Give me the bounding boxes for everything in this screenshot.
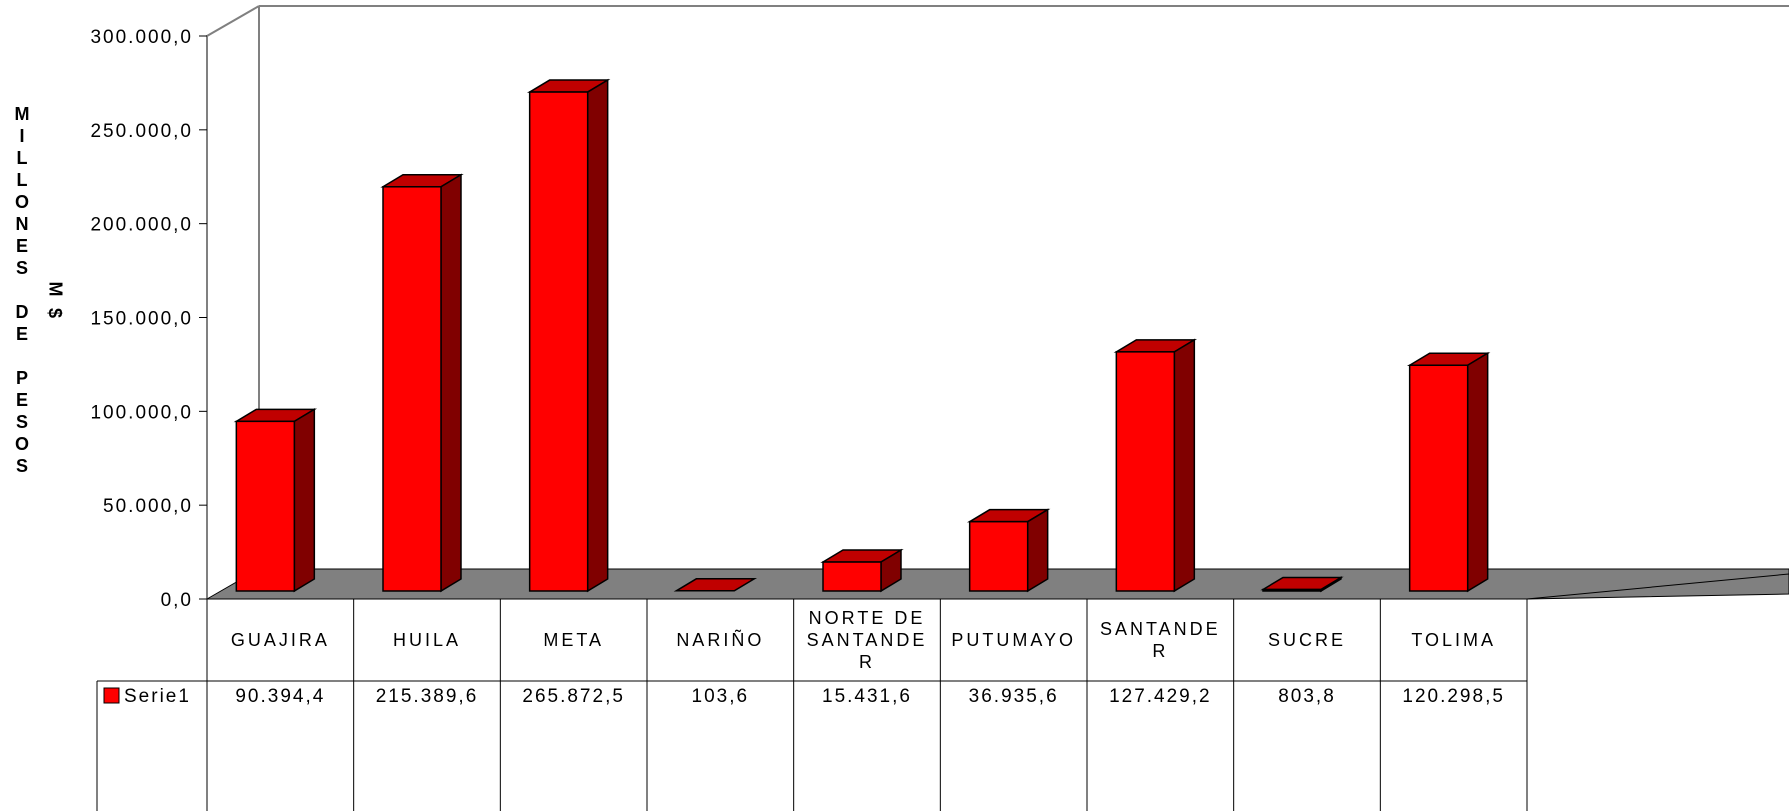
bar-front — [1262, 588, 1322, 592]
bar-santander — [1113, 338, 1198, 593]
y-tick-label: 0,0 — [161, 590, 193, 611]
y-axis-label-letter: S — [15, 456, 28, 476]
bar-tolima — [1406, 351, 1491, 593]
category-label: SANTANDE — [807, 630, 928, 650]
y-axis-label-letter: S — [15, 412, 28, 432]
y-axis-label-letter: E — [15, 236, 28, 256]
data-table-value: 90.394,4 — [235, 686, 325, 707]
bar-side — [293, 408, 316, 593]
bar-huila — [380, 173, 464, 593]
data-table-value: 36.935,6 — [969, 686, 1059, 707]
data-table-value: 127.429,2 — [1109, 686, 1212, 707]
bar-front — [968, 520, 1029, 592]
y-axis-label-letter: D — [15, 302, 29, 322]
category-label: PUTUMAYO — [951, 630, 1076, 650]
bar-front — [235, 420, 296, 592]
y-axis-label-letter: N — [15, 214, 29, 234]
bar-sucre — [1260, 576, 1344, 593]
floor-edge — [1526, 573, 1789, 600]
y-axis-label-letter: M — [14, 104, 30, 124]
bar-side — [1466, 351, 1489, 593]
bar-front — [1115, 351, 1176, 592]
bar-front — [822, 561, 882, 592]
bar-meta — [526, 78, 611, 593]
bar-putumayo — [966, 508, 1051, 593]
bar-side — [1026, 508, 1049, 593]
bar-norte-de-santander — [820, 548, 904, 593]
bar-top — [673, 578, 758, 592]
y-axis-label-letter: S — [15, 258, 28, 278]
y-axis-label-letter: L — [16, 170, 28, 190]
y-axis-label-letter: E — [15, 390, 28, 410]
data-table-value: 120.298,5 — [1402, 686, 1505, 707]
bar-side — [586, 78, 609, 593]
y-axis-label-letter: I — [19, 126, 25, 146]
y-axis-label-letter: E — [15, 324, 28, 344]
legend-label-serie1: Serie1 — [124, 686, 191, 707]
y-tick-label: 150.000,0 — [90, 309, 193, 330]
category-label: R — [1152, 641, 1168, 661]
bar-side — [1173, 338, 1196, 593]
category-label: R — [859, 652, 875, 672]
category-label: META — [543, 630, 604, 650]
category-label: SUCRE — [1268, 630, 1346, 650]
y-tick-label: 300.000,0 — [90, 27, 193, 48]
data-table-value: 215.389,6 — [376, 686, 479, 707]
data-table-value: 15.431,6 — [822, 686, 912, 707]
category-label: NARIÑO — [676, 629, 764, 650]
category-label: SANTANDE — [1100, 619, 1221, 639]
bar-nariño — [673, 578, 758, 592]
y-axis-label-letter: O — [14, 192, 29, 212]
y-tick-label: 250.000,0 — [90, 121, 193, 142]
data-table-value: 103,6 — [692, 686, 750, 707]
legend-key-serie1 — [103, 687, 120, 704]
bar-guajira — [233, 408, 318, 593]
bar-front — [528, 91, 589, 592]
y-axis-label-letter: O — [14, 434, 29, 454]
category-label: HUILA — [393, 630, 461, 650]
category-label: NORTE DE — [809, 608, 926, 628]
data-table-value: 265.872,5 — [522, 686, 625, 707]
y-tick-label: 50.000,0 — [103, 496, 193, 517]
y-axis-label-letter: L — [16, 148, 28, 168]
y-tick-label: 100.000,0 — [90, 402, 193, 423]
category-label: GUAJIRA — [231, 630, 330, 650]
data-table-value: 803,8 — [1278, 686, 1336, 707]
bar-front — [1408, 364, 1469, 592]
category-label: TOLIMA — [1411, 630, 1496, 650]
bar-front — [382, 186, 442, 592]
bar-side — [440, 173, 462, 593]
y-axis-label-letter: P — [15, 368, 28, 388]
y-tick-label: 200.000,0 — [90, 215, 193, 236]
